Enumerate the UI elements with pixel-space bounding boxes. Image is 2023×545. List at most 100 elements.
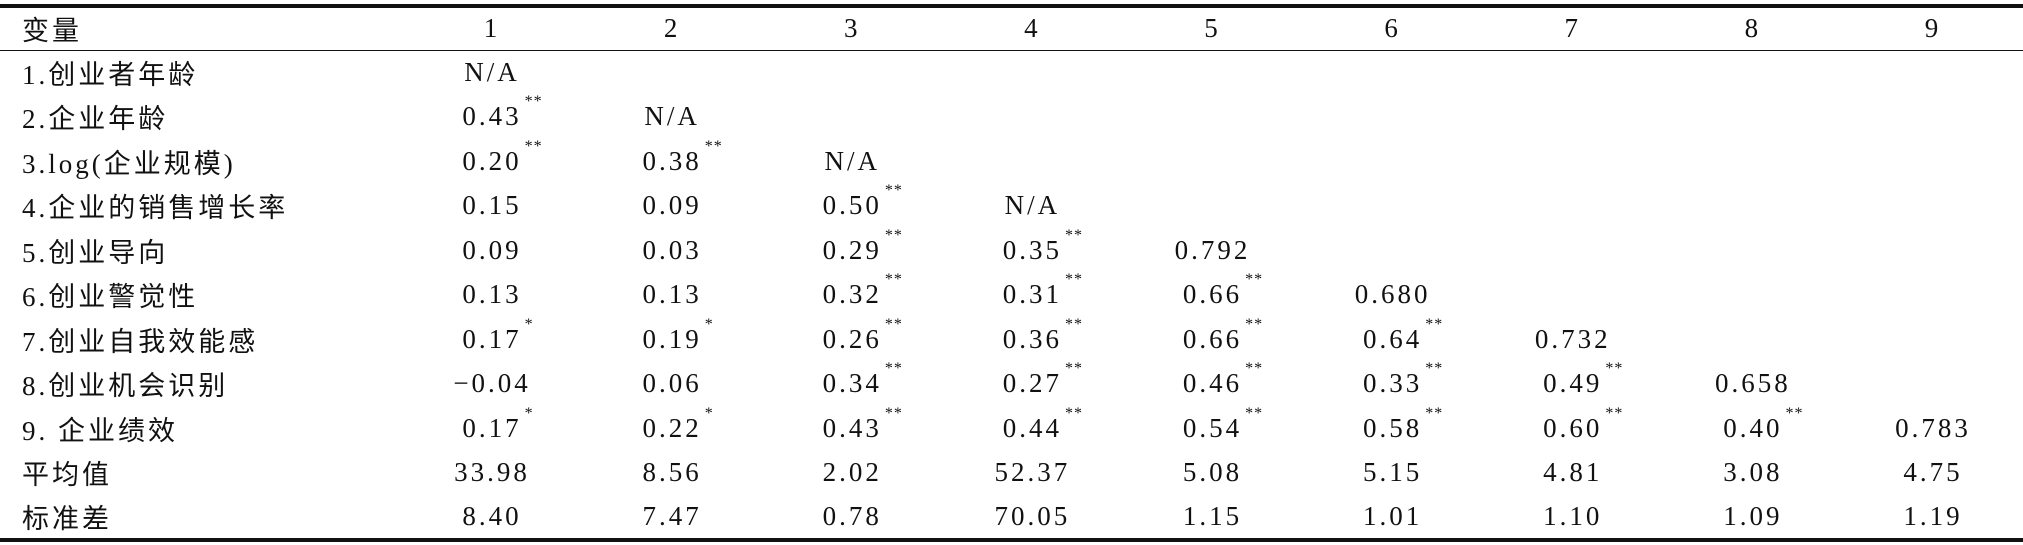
table-row: 7.创业自我效能感 0.17 * 0.19 * 0.26 ** 0.36 ** 0.66 ** 0.6… <box>0 315 2023 362</box>
significance: ** <box>884 182 903 200</box>
cell <box>1303 139 1483 184</box>
cell-value: 4.81 <box>1543 457 1603 488</box>
cell-value: 1.15 <box>1182 500 1243 531</box>
cell: 0.15 <box>402 184 582 229</box>
cell-value: 0.43 ** <box>822 404 903 443</box>
row-label: 9. 企业绩效 <box>22 415 178 446</box>
cell-value: 70.05 <box>994 500 1071 531</box>
cell <box>1843 184 2023 229</box>
cell-value: 8.56 <box>642 457 702 488</box>
cell: 0.35 ** <box>942 227 1122 273</box>
cell <box>1483 228 1663 273</box>
cell-value: 5.15 <box>1362 457 1423 488</box>
cell <box>1122 95 1302 140</box>
cell <box>1843 273 2023 318</box>
table-row: 6.创业警觉性 0.13 0.13 0.32 ** 0.31 ** 0.66 ** 0.680 <box>0 271 2023 318</box>
cell <box>942 139 1122 184</box>
cell: 5.15 <box>1303 451 1483 496</box>
significance: ** <box>524 137 543 155</box>
cell-value: 0.13 <box>642 279 702 310</box>
cell: 0.32 ** <box>762 271 942 318</box>
cell-value: 0.31 ** <box>1002 271 1083 310</box>
cell-value: 0.13 <box>462 279 522 310</box>
cell: 1.15 <box>1122 495 1302 540</box>
cell: 0.19 * <box>582 315 762 362</box>
cell <box>1122 50 1302 95</box>
cell: 0.44 ** <box>942 405 1122 451</box>
cell-value: 0.78 <box>822 500 882 531</box>
cell <box>1663 228 1843 273</box>
column-header: 2 <box>663 13 681 44</box>
cell: 70.05 <box>942 495 1122 540</box>
cell <box>942 50 1122 95</box>
cell <box>1663 317 1843 362</box>
cell-value: 0.17 * <box>462 404 534 443</box>
cell: 0.06 <box>582 362 762 407</box>
header-row: 变量 1 2 3 4 5 6 7 8 9 <box>0 6 2023 50</box>
cell: 0.29 ** <box>762 227 942 273</box>
table-row: 9. 企业绩效 0.17 * 0.22 * 0.43 ** 0.44 ** 0.54 ** 0.58 *… <box>0 404 2023 451</box>
cell-value: 1.19 <box>1903 500 1963 531</box>
significance: ** <box>1425 404 1444 422</box>
cell-value: 0.58 ** <box>1362 404 1444 443</box>
cell-value: 0.658 <box>1714 368 1791 399</box>
significance: * <box>704 404 714 422</box>
table-row: 标准差 8.40 7.47 0.78 70.05 1.15 1.01 1.10 1.09 1.19 <box>0 495 2023 540</box>
cell: 1.19 <box>1843 495 2023 540</box>
cell-value: 2.02 <box>822 457 882 488</box>
cell <box>1663 184 1843 229</box>
cell-value: 0.15 <box>462 190 522 221</box>
cell <box>1122 139 1302 184</box>
row-label: 4.企业的销售增长率 <box>22 193 289 224</box>
cell-value: 7.47 <box>642 500 702 531</box>
cell: 33.98 <box>402 451 582 496</box>
row-label: 6.创业警觉性 <box>22 282 199 313</box>
cell-value: 0.27 ** <box>1002 360 1083 399</box>
cell: 0.17 * <box>402 315 582 362</box>
cell: 52.37 <box>942 451 1122 496</box>
cell: 0.13 <box>582 273 762 318</box>
variable-header: 变量 <box>22 16 82 47</box>
cell-value: 0.732 <box>1534 323 1611 354</box>
cell-value: 0.17 * <box>462 315 534 354</box>
cell <box>1843 50 2023 95</box>
table-row: 3.log(企业规模) 0.20 ** 0.38 ** N/A <box>0 137 2023 184</box>
cell-value: 1.10 <box>1543 500 1603 531</box>
significance: * <box>524 404 534 422</box>
cell: 1.10 <box>1483 495 1663 540</box>
column-header: 7 <box>1564 13 1581 44</box>
cell: 0.09 <box>402 228 582 273</box>
cell: 0.20 ** <box>402 137 582 184</box>
cell <box>1663 273 1843 318</box>
cell-value: 0.03 <box>642 234 702 265</box>
cell <box>1843 95 2023 140</box>
cell-value: 0.09 <box>462 234 522 265</box>
cell: 0.26 ** <box>762 315 942 362</box>
cell: 0.792 <box>1122 228 1302 273</box>
cell <box>1303 50 1483 95</box>
cell-value: 0.06 <box>642 368 702 399</box>
cell: 0.658 <box>1663 362 1843 407</box>
cell <box>1483 273 1663 318</box>
cell <box>762 95 942 140</box>
cell <box>1483 139 1663 184</box>
cell-value: 1.01 <box>1362 500 1423 531</box>
cell-value: 0.26 ** <box>822 315 903 354</box>
cell: 0.78 <box>762 495 942 540</box>
significance: ** <box>1785 404 1804 422</box>
column-header: 4 <box>1024 13 1041 44</box>
cell <box>1843 362 2023 407</box>
column-header: 8 <box>1744 13 1762 44</box>
significance: ** <box>1065 315 1083 333</box>
cell-value: 0.38 ** <box>642 137 723 176</box>
significance: ** <box>1245 315 1264 333</box>
significance: ** <box>1605 360 1624 378</box>
cell: −0.04 <box>402 362 582 407</box>
cell: 0.34 ** <box>762 360 942 407</box>
significance: * <box>704 315 714 333</box>
cell: 1.01 <box>1303 495 1483 540</box>
cell: 2.02 <box>762 451 942 496</box>
cell-value: N/A <box>644 101 700 132</box>
cell-value: 5.08 <box>1182 457 1243 488</box>
